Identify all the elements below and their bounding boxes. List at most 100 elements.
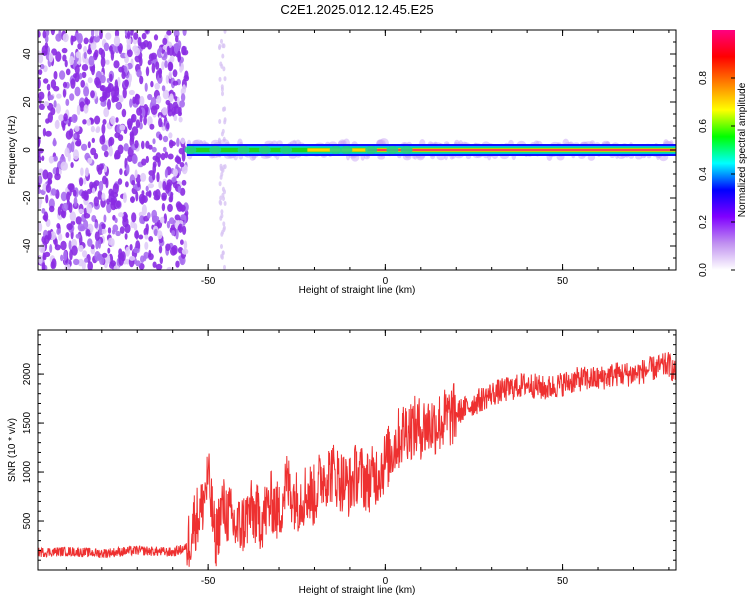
bottom-axis-ticks: -50 0 50 2000 1500 1000 500 — [22, 330, 676, 587]
noise-blob — [83, 37, 89, 45]
noise-blob — [108, 188, 114, 196]
noise-blob — [109, 73, 113, 83]
noise-blob — [122, 192, 127, 204]
bottom-y-axis-label: SNR (10 * v/v) — [7, 418, 18, 482]
noise-blob — [133, 32, 139, 40]
y-tick-label: 1000 — [22, 460, 33, 483]
noise-blob — [95, 239, 99, 250]
noise-blob — [38, 53, 44, 64]
noise-blob — [69, 249, 73, 261]
noise-blob — [86, 203, 93, 214]
faint-blob — [221, 53, 225, 59]
noise-blob — [124, 233, 128, 240]
noise-blob — [161, 203, 166, 212]
noise-blob — [54, 244, 61, 251]
noise-blob — [105, 59, 110, 65]
noise-blob — [91, 215, 97, 222]
noise-blob — [92, 187, 96, 194]
noise-blob — [121, 71, 126, 80]
noise-blob — [145, 185, 149, 192]
noise-blob — [106, 202, 112, 214]
noise-blob — [94, 231, 100, 241]
noise-blob — [81, 260, 86, 270]
noise-blob — [76, 33, 83, 44]
noise-blob — [75, 140, 82, 147]
noise-blob — [140, 172, 147, 182]
signal-band-red — [367, 149, 676, 151]
noise-blob — [180, 214, 187, 221]
noise-blob — [42, 127, 47, 137]
noise-blob — [43, 101, 49, 107]
noise-blob — [135, 191, 139, 202]
noise-blob — [134, 169, 138, 179]
noise-blob — [162, 37, 168, 46]
noise-blob — [135, 260, 141, 267]
noise-blob — [48, 52, 54, 63]
noise-blob — [176, 137, 180, 147]
y-tick-label: 500 — [22, 512, 33, 529]
noise-blob — [45, 130, 52, 137]
noise-blob — [50, 79, 57, 89]
noise-blob — [126, 118, 133, 128]
noise-blob — [135, 119, 141, 128]
noise-blob — [141, 32, 147, 40]
noise-blob — [131, 180, 136, 186]
noise-blob — [88, 55, 95, 66]
noise-blob — [72, 189, 77, 197]
noise-blob — [64, 59, 68, 68]
noise-blob — [91, 30, 95, 38]
snr-line-marks — [38, 352, 676, 567]
noise-blob — [165, 243, 171, 252]
noise-blob — [73, 258, 80, 266]
noise-blob — [161, 192, 168, 200]
noise-blob — [38, 148, 44, 154]
noise-blob — [112, 86, 119, 92]
noise-blob — [121, 108, 127, 118]
noise-blob — [105, 257, 111, 264]
noise-blob — [55, 33, 62, 42]
noise-blob — [107, 227, 112, 234]
noise-blob — [65, 68, 71, 76]
noise-blob — [168, 132, 173, 139]
noise-blob — [90, 125, 95, 133]
noise-blob — [45, 30, 50, 36]
noise-blob — [62, 54, 67, 62]
noise-blob — [103, 165, 108, 173]
noise-blob — [139, 114, 143, 123]
noise-blob — [172, 80, 179, 86]
noise-blob — [103, 42, 110, 52]
faint-blob — [220, 213, 224, 219]
noise-blob — [136, 107, 143, 116]
noise-blob — [174, 214, 181, 221]
bottom-x-axis-label: Height of straight line (km) — [299, 585, 416, 596]
noise-blob — [100, 85, 105, 92]
noise-blob — [168, 61, 173, 71]
noise-blob — [50, 30, 55, 36]
signal-bump — [237, 146, 250, 154]
faint-blob — [222, 43, 226, 49]
noise-blob — [118, 95, 124, 103]
noise-blob — [70, 35, 74, 46]
noise-blob — [164, 151, 169, 159]
noise-blob — [167, 203, 173, 213]
snr-line — [38, 352, 676, 567]
noise-blob — [181, 45, 187, 56]
noise-blob — [154, 216, 160, 221]
heatmap-marks — [38, 30, 676, 270]
noise-blob — [113, 60, 120, 69]
noise-blob — [171, 230, 176, 236]
noise-blob — [179, 100, 186, 108]
noise-blob — [73, 133, 78, 139]
noise-blob — [78, 244, 84, 252]
noise-blob — [181, 248, 189, 255]
faint-blob — [222, 196, 225, 202]
noise-blob — [113, 35, 121, 47]
colorbar — [712, 30, 735, 270]
noise-blob — [145, 191, 152, 197]
noise-blob — [153, 228, 158, 237]
noise-blob — [144, 234, 149, 240]
noise-blob — [145, 30, 149, 34]
noise-blob — [74, 86, 81, 97]
noise-blob — [165, 74, 169, 84]
